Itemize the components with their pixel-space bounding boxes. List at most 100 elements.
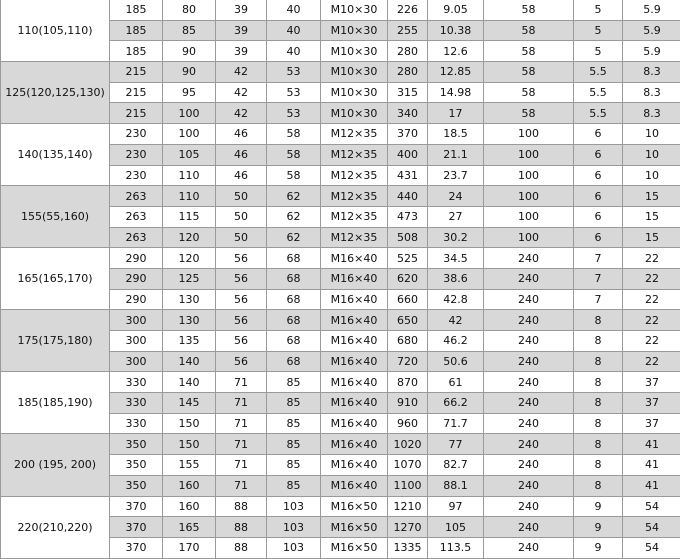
table-cell: 66.2	[427, 392, 484, 414]
table-cell: 240	[483, 267, 574, 290]
table-cell: 58	[483, 0, 574, 21]
table-cell: M10×30	[320, 0, 388, 21]
table-row: 110(105,110) 185 80 39 40 M10×30 226 9.05 58 5 5.9	[0, 0, 680, 63]
table-cell: 90	[162, 61, 216, 83]
table-cell: 145	[162, 392, 216, 414]
table-cell: 1070	[387, 454, 428, 476]
table-cell: 240	[483, 288, 574, 311]
table-cell: 290	[109, 288, 163, 311]
table-cell: 240	[483, 350, 574, 373]
table-cell: 226	[387, 0, 428, 21]
table-cell: 103	[266, 516, 321, 538]
table-cell: 7	[573, 267, 623, 290]
table-cell: 720	[387, 350, 428, 373]
table-cell: 85	[266, 474, 321, 497]
table-cell: 9.05	[427, 0, 484, 21]
table-cell: 105	[427, 516, 484, 538]
group-label: 110(105,110)	[0, 0, 110, 63]
table-cell: 10	[622, 164, 680, 187]
table-cell: 240	[483, 330, 574, 352]
table-cell: 103	[266, 495, 321, 518]
table-cell: 39	[215, 19, 267, 42]
table-row: 185 90 39 40 M10×30 280 12.6 58 5 5.9	[1, 40, 680, 63]
table-cell: 50	[215, 205, 267, 228]
table-cell: 46	[215, 143, 267, 166]
table-cell: 61	[427, 371, 484, 394]
table-cell: 54	[622, 495, 680, 518]
table-cell: 5	[573, 19, 623, 42]
table-cell: 88.1	[427, 474, 484, 497]
table-cell: 23.7	[427, 164, 484, 187]
table-cell: 370	[109, 516, 163, 538]
table-cell: 9	[573, 516, 623, 538]
table-cell: 330	[109, 371, 163, 394]
table-row: 300 140 56 68 M16×40 720 50.6 240 8 22	[1, 350, 680, 373]
table-cell: 68	[266, 267, 321, 290]
table-cell: 39	[215, 40, 267, 63]
table-cell: M16×40	[320, 474, 388, 497]
table-cell: 170	[162, 536, 216, 559]
table-cell: 1210	[387, 495, 428, 518]
table-cell: 8	[573, 350, 623, 373]
table-cell: 37	[622, 392, 680, 414]
table-cell: 255	[387, 19, 428, 42]
table-cell: 95	[162, 81, 216, 104]
table-cell: 53	[266, 61, 321, 83]
table-cell: 97	[427, 495, 484, 518]
table-cell: 103	[266, 536, 321, 559]
table-cell: 8.3	[622, 102, 680, 125]
table-cell: 370	[109, 536, 163, 559]
table-cell: 56	[215, 350, 267, 373]
table-row: 230 105 46 58 M12×35 400 21.1 100 6 10	[1, 143, 680, 166]
table-cell: M16×40	[320, 267, 388, 290]
table-cell: M16×40	[320, 371, 388, 394]
table-cell: 85	[266, 371, 321, 394]
table-cell: 40	[266, 0, 321, 21]
table-row: 350 155 71 85 M16×40 1070 82.7 240 8 41	[1, 454, 680, 476]
table-cell: 88	[215, 495, 267, 518]
table-cell: 82.7	[427, 454, 484, 476]
table-row: 215 95 42 53 M10×30 315 14.98 58 5.5 8.3	[1, 81, 680, 104]
table-cell: 38.6	[427, 267, 484, 290]
table-cell: 370	[387, 123, 428, 145]
table-cell: 10	[622, 143, 680, 166]
table-cell: 300	[109, 309, 163, 331]
table-cell: 40	[266, 40, 321, 63]
table-cell: 71	[215, 371, 267, 394]
table-cell: 100	[483, 205, 574, 228]
table-cell: 15	[622, 226, 680, 249]
table-cell: 58	[483, 19, 574, 42]
table-cell: 330	[109, 412, 163, 435]
table-cell: 7	[573, 288, 623, 311]
table-cell: 50	[215, 185, 267, 207]
table-cell: 10.38	[427, 19, 484, 42]
table-cell: M16×40	[320, 330, 388, 352]
table-cell: 8	[573, 412, 623, 435]
table-cell: 215	[109, 61, 163, 83]
table-cell: 37	[622, 412, 680, 435]
table-row: 290 130 56 68 M16×40 660 42.8 240 7 22	[1, 288, 680, 311]
table-cell: 85	[266, 412, 321, 435]
table-cell: 165	[162, 516, 216, 538]
table-cell: 650	[387, 309, 428, 331]
table-cell: 90	[162, 40, 216, 63]
table-row: 140(135,140) 230 100 46 58 M12×35 370 18.5 100 6 1…	[0, 123, 680, 187]
table-cell: 22	[622, 350, 680, 373]
table-cell: 100	[162, 102, 216, 125]
table-cell: 8	[573, 309, 623, 331]
table-cell: 290	[109, 247, 163, 269]
table-cell: 42	[215, 81, 267, 104]
group-label: 165(165,170)	[0, 247, 110, 311]
table-cell: 42.8	[427, 288, 484, 311]
table-cell: 215	[109, 102, 163, 125]
group-label: 140(135,140)	[0, 123, 110, 187]
table-cell: 185	[109, 0, 163, 21]
table-cell: 240	[483, 433, 574, 456]
table-cell: 185	[109, 19, 163, 42]
table-cell: 42	[215, 61, 267, 83]
table-cell: 120	[162, 226, 216, 249]
table-row: 220(210,220) 370 160 88 103 M16×50 1210 97 240 9 5…	[0, 495, 680, 559]
table-cell: 50	[215, 226, 267, 249]
table-cell: 22	[622, 330, 680, 352]
table-cell: 85	[266, 454, 321, 476]
